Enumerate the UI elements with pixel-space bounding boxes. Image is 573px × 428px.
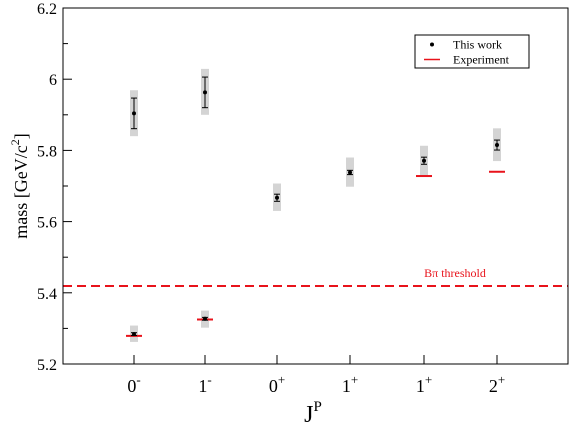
this-work-series: [131, 76, 500, 337]
x-tick-label: 1+: [416, 372, 432, 396]
uncertainty-bands: [130, 68, 501, 342]
y-tick-label: 5.2: [37, 357, 57, 374]
data-point-this-work: [132, 111, 136, 116]
legend-label-experiment: Experiment: [453, 53, 510, 67]
data-point-low-state: [203, 316, 207, 321]
x-axis-label: JP: [304, 399, 322, 428]
data-point-this-work: [275, 195, 279, 200]
data-point-this-work: [348, 170, 352, 175]
y-axis: 5.2 5.4 5.6 5.8 6 6.2: [37, 1, 72, 374]
y-tick-label: 5.6: [37, 215, 57, 232]
x-tick-label: 2+: [489, 372, 505, 396]
x-tick-label: 1-: [198, 372, 211, 396]
legend-label-this-work: This work: [453, 38, 502, 52]
x-tick-label: 0-: [127, 372, 140, 396]
experiment-series: [126, 170, 505, 337]
data-point-this-work: [422, 158, 426, 163]
y-axis-label: mass [GeV/c2]: [8, 133, 31, 238]
legend: This work Experiment: [414, 34, 530, 69]
threshold-label: Bπ threshold: [424, 266, 486, 280]
y-tick-label: 6: [49, 72, 57, 89]
x-axis: 0- 1- 0+ 1+ 1+ 2+: [127, 355, 505, 396]
legend-box: [414, 34, 530, 69]
data-point-this-work: [495, 143, 499, 148]
legend-marker-this-work: [430, 42, 434, 47]
y-tick-label: 5.4: [37, 286, 57, 303]
data-point-this-work: [203, 90, 207, 95]
x-tick-label: 0+: [269, 372, 285, 396]
data-point-low-state: [132, 332, 136, 337]
x-tick-label: 1+: [342, 372, 358, 396]
y-tick-label: 6.2: [37, 1, 57, 18]
y-tick-label: 5.8: [37, 143, 57, 160]
